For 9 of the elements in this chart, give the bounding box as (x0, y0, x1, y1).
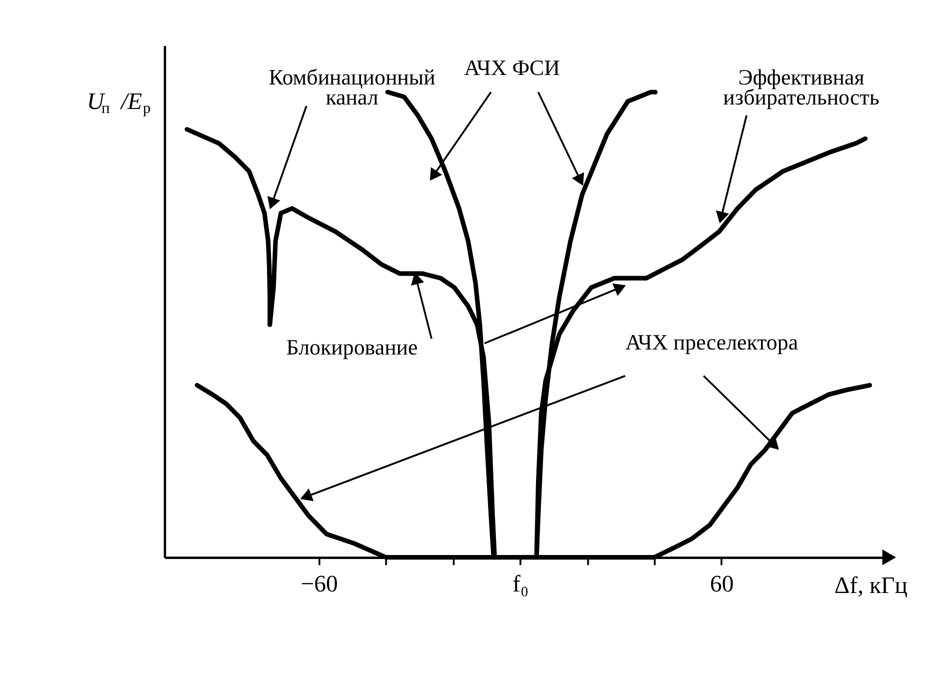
text: АЧХ ФСИ (464, 55, 560, 80)
annotation: Комбинационный канал (268, 64, 436, 110)
annotation: Блокирование (286, 334, 418, 360)
x-tick-label: 60 (710, 572, 734, 598)
x-tick-label: −60 (300, 572, 338, 598)
x-axis-title: Δf, кГц (834, 572, 908, 599)
annotation: АЧХ преселектора (625, 330, 798, 355)
annotation: Эффективная избирательность (723, 64, 880, 110)
x-tick-label: f₀ (512, 572, 529, 598)
